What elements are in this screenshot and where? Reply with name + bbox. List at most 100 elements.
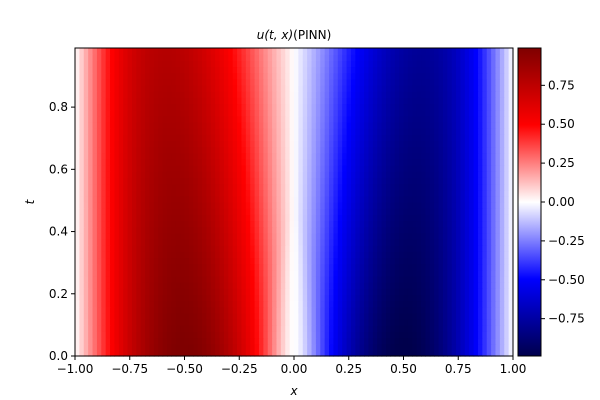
heatmap-cell: [298, 220, 304, 228]
heatmap-cell: [289, 177, 295, 185]
heatmap-cell: [136, 115, 142, 123]
heatmap-cell: [285, 165, 291, 172]
heatmap-cell: [451, 331, 457, 339]
heatmap-cell: [83, 140, 89, 148]
heatmap-cell: [311, 189, 317, 197]
heatmap-cell: [473, 331, 479, 339]
heatmap-cell: [136, 208, 142, 215]
heatmap-cell: [140, 134, 146, 141]
heatmap-cell: [289, 208, 295, 215]
heatmap-cell: [329, 152, 335, 160]
heatmap-cell: [421, 300, 426, 308]
heatmap-cell: [140, 214, 146, 222]
heatmap-cell: [333, 183, 339, 191]
heatmap-cell: [175, 294, 181, 302]
heatmap-cell: [184, 72, 190, 80]
heatmap-cell: [495, 66, 501, 74]
heatmap-cell: [377, 177, 383, 185]
heatmap-cell: [399, 152, 405, 160]
heatmap-cell: [193, 177, 199, 185]
heatmap-cell: [394, 158, 400, 166]
heatmap-cell: [250, 177, 256, 185]
heatmap-cell: [219, 251, 225, 259]
heatmap-cell: [96, 128, 102, 135]
heatmap-cell: [355, 78, 361, 86]
heatmap-cell: [359, 152, 365, 160]
heatmap-cell: [482, 325, 488, 332]
heatmap-cell: [307, 337, 313, 345]
heatmap-cell: [258, 195, 264, 203]
heatmap-cell: [469, 269, 475, 277]
heatmap-cell: [346, 54, 352, 61]
heatmap-cell: [131, 349, 137, 357]
heatmap-cell: [342, 294, 348, 302]
heatmap-cell: [329, 171, 335, 178]
heatmap-cell: [131, 165, 137, 172]
heatmap-cell: [372, 208, 378, 215]
heatmap-cell: [342, 152, 348, 160]
heatmap-cell: [434, 238, 440, 246]
heatmap-cell: [228, 128, 234, 135]
heatmap-cell: [495, 140, 501, 148]
heatmap-cell: [368, 220, 374, 228]
heatmap-cell: [162, 343, 168, 351]
heatmap-cell: [368, 78, 374, 86]
heatmap-cell: [364, 177, 370, 185]
heatmap-cell: [263, 189, 269, 197]
heatmap-cell: [215, 177, 221, 185]
heatmap-cell: [267, 312, 273, 320]
heatmap-cell: [272, 208, 278, 215]
heatmap-cell: [219, 325, 225, 332]
heatmap-cell: [342, 171, 348, 178]
heatmap-cell: [136, 97, 142, 105]
heatmap-cell: [482, 48, 488, 55]
heatmap-cell: [250, 269, 256, 277]
heatmap-cell: [482, 202, 488, 209]
heatmap-cell: [145, 97, 151, 105]
heatmap-cell: [223, 238, 229, 246]
heatmap-cell: [385, 103, 391, 111]
heatmap-cell: [250, 109, 256, 117]
heatmap-cell: [162, 257, 168, 265]
heatmap-cell: [342, 84, 348, 92]
heatmap-cell: [302, 146, 308, 154]
heatmap-cell: [210, 306, 216, 314]
heatmap-cell: [477, 177, 483, 185]
heatmap-cell: [263, 66, 269, 74]
heatmap-cell: [162, 60, 168, 68]
heatmap-cell: [118, 171, 124, 178]
heatmap-cell: [254, 91, 260, 98]
heatmap-cell: [421, 331, 426, 339]
heatmap-cell: [337, 146, 343, 154]
heatmap-cell: [416, 226, 422, 234]
heatmap-cell: [407, 245, 413, 252]
heatmap-cell: [486, 232, 492, 240]
heatmap-cell: [75, 84, 80, 92]
heatmap-cell: [202, 294, 207, 302]
heatmap-cell: [110, 78, 116, 86]
heatmap-cell: [145, 306, 151, 314]
heatmap-cell: [162, 312, 168, 320]
heatmap-cell: [337, 72, 343, 80]
heatmap-cell: [368, 97, 374, 105]
heatmap-cell: [241, 251, 247, 259]
heatmap-cell: [447, 128, 453, 135]
heatmap-cell: [272, 343, 278, 351]
heatmap-cell: [114, 251, 120, 259]
heatmap-cell: [307, 109, 313, 117]
heatmap-cell: [477, 66, 483, 74]
heatmap-cell: [442, 183, 448, 191]
heatmap-cell: [127, 97, 133, 105]
heatmap-cell: [110, 251, 116, 259]
heatmap-cell: [385, 97, 391, 105]
heatmap-cell: [307, 103, 313, 111]
heatmap-cell: [153, 257, 159, 265]
heatmap-cell: [320, 84, 326, 92]
heatmap-cell: [145, 319, 151, 326]
heatmap-cell: [175, 78, 181, 86]
heatmap-cell: [206, 121, 212, 129]
heatmap-cell: [346, 146, 352, 154]
heatmap-cell: [158, 202, 164, 209]
heatmap-cell: [368, 152, 374, 160]
heatmap-cell: [442, 319, 448, 326]
